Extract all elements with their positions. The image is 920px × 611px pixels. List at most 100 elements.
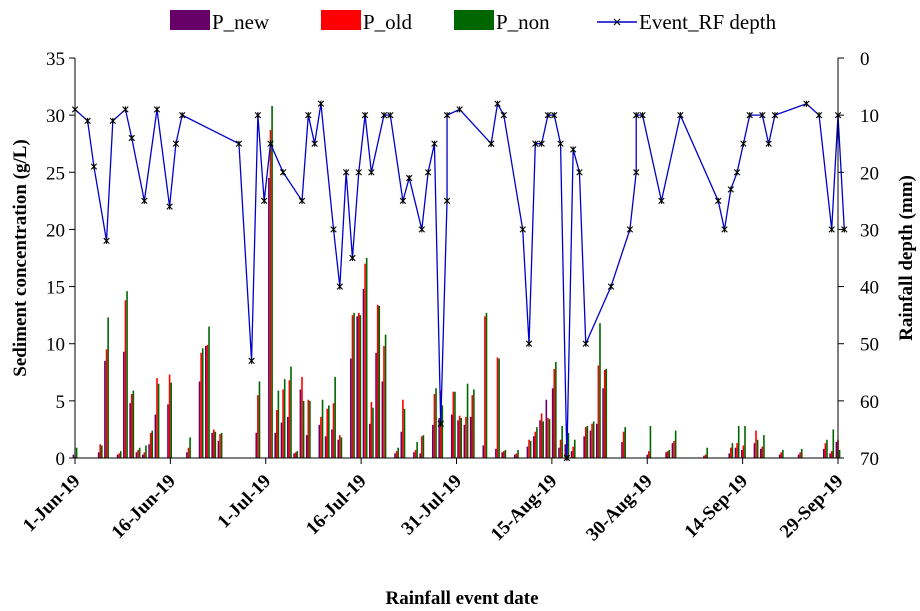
bar-p-non	[473, 389, 475, 458]
bar-p-new	[205, 346, 207, 458]
x-tick-label: 16-Jul-19	[302, 471, 371, 540]
legend-label-event-rf: Event_RF depth	[639, 10, 777, 34]
bar-p-non	[542, 421, 545, 458]
bar-p-new	[589, 430, 592, 458]
rainfall-point	[399, 197, 407, 205]
bar-p-non	[365, 258, 368, 458]
x-axis-title: Rainfall event date	[385, 588, 538, 609]
rainfall-point	[418, 226, 426, 233]
bar-p-old	[559, 439, 562, 458]
bar-p-old	[547, 418, 549, 458]
legend-swatch-p-non	[454, 10, 494, 30]
rainfall-point	[721, 226, 728, 233]
bar-p-new	[646, 454, 649, 458]
bar-p-new	[217, 440, 220, 458]
rainfall-point	[109, 117, 117, 125]
bar-p-non	[126, 291, 128, 458]
bar-p-old	[357, 312, 360, 458]
bar-p-non	[586, 426, 589, 458]
x-tick-label: 31-Jul-19	[397, 471, 466, 540]
legend-label-p-old: P_old	[363, 10, 413, 34]
bar-p-old	[282, 389, 284, 458]
bar-p-new	[97, 452, 100, 458]
bar-p-old	[572, 446, 574, 458]
bar-p-old	[370, 402, 373, 458]
bar-p-old	[168, 374, 171, 458]
rainfall-point	[179, 111, 186, 119]
rainfall-point	[765, 140, 772, 147]
bar-p-old	[742, 445, 745, 458]
rainfall-point	[267, 140, 274, 147]
bar-p-non	[555, 362, 557, 458]
rainfall-point	[380, 111, 388, 119]
rainfall-point	[658, 197, 665, 205]
legend-swatch-p-new	[170, 10, 210, 30]
bar-p-new	[835, 442, 838, 458]
bar-p-new	[741, 450, 743, 458]
bar-p-non	[189, 437, 191, 458]
bar-p-new	[293, 453, 295, 458]
bar-p-new	[822, 448, 825, 458]
bar-p-new	[280, 422, 283, 458]
bar-p-old	[458, 415, 461, 458]
rainfall-point	[431, 140, 438, 147]
bar-p-old	[288, 380, 291, 458]
bar-p-old	[206, 344, 209, 458]
bar-p-new	[394, 453, 396, 458]
bar-p-new	[621, 442, 623, 458]
legend-label-p-new: P_new	[212, 10, 270, 34]
bar-p-non	[832, 429, 835, 458]
line-layer	[71, 100, 848, 462]
bar-p-old	[414, 450, 417, 458]
bar-p-new	[595, 423, 598, 458]
bar-p-old	[124, 300, 127, 458]
bar-p-non	[157, 383, 160, 458]
bar-p-new	[602, 388, 604, 458]
bar-p-non	[567, 432, 570, 458]
bar-p-old	[515, 453, 518, 458]
legend: P_new P_old P_non Event_RF depth	[170, 10, 777, 34]
bar-p-non	[498, 358, 500, 458]
bar-p-new	[331, 429, 333, 458]
bar-p-old	[755, 430, 757, 458]
rainfall-point	[153, 106, 161, 113]
bar-p-non	[132, 390, 135, 458]
bar-p-new	[482, 445, 485, 458]
bar-p-non	[605, 368, 608, 458]
bar-p-new	[753, 443, 756, 458]
x-tick-label: 16-Jun-19	[108, 471, 180, 543]
bar-p-non	[277, 390, 280, 458]
bar-p-non	[422, 435, 425, 458]
bar-p-new	[400, 431, 403, 458]
rainfall-point	[336, 283, 344, 290]
bar-p-old	[320, 416, 322, 458]
right-tick-label: 30	[860, 220, 879, 241]
bar-p-non	[145, 445, 147, 458]
bar-p-non	[504, 450, 507, 458]
bar-p-new	[255, 432, 258, 458]
x-tick-label: 15-Aug-19	[487, 471, 562, 546]
rainfall-point	[260, 197, 268, 205]
rainfall-line	[74, 101, 845, 459]
bar-p-new	[72, 454, 75, 458]
bar-p-new	[728, 453, 730, 458]
bar-p-old	[402, 399, 404, 458]
bar-p-non	[460, 418, 463, 458]
bar-p-old	[591, 423, 593, 458]
bar-p-old	[534, 431, 537, 458]
bar-p-old	[799, 452, 801, 458]
x-tick-label: 30-Aug-19	[582, 471, 657, 546]
rainfall-point	[443, 111, 451, 119]
left-tick-label: 5	[56, 392, 66, 413]
bar-p-old	[269, 130, 272, 458]
left-tick-label: 35	[46, 49, 65, 70]
bar-p-old	[351, 315, 354, 458]
bar-p-non	[208, 326, 210, 458]
bar-p-new	[778, 454, 781, 458]
x-tick-group: 1-Jun-19 16-Jun-19 1-Jul-19 16-Jul-19 31-Jul…	[19, 458, 848, 545]
bar-p-new	[305, 435, 308, 458]
bar-p-new	[356, 316, 358, 458]
bar-p-old	[332, 403, 335, 458]
rainfall-point	[103, 237, 110, 245]
